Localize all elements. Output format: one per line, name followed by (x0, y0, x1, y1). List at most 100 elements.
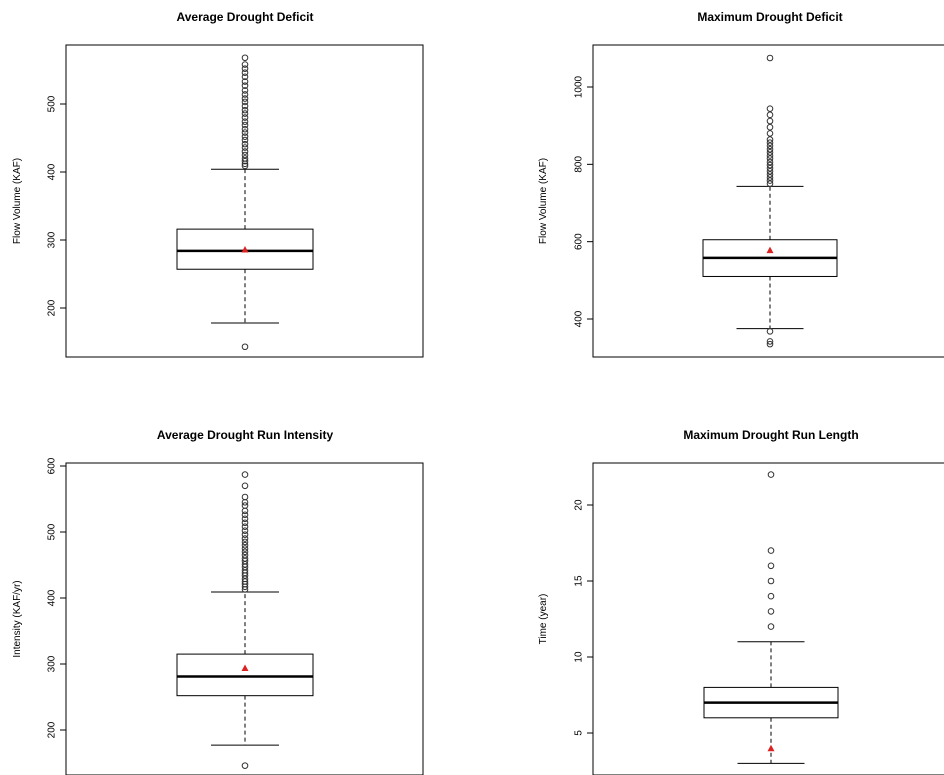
outlier-point (766, 130, 774, 137)
panel-2: Maximum Drought Deficit Flow Volume (KAF)… (538, 10, 944, 358)
outlier-point (241, 102, 249, 110)
outlier-point (766, 123, 774, 131)
outlier-point (241, 471, 249, 478)
y-axis-label: Flow Volume (KAF) (12, 158, 23, 244)
y-axis-label: Flow Volume (KAF) (538, 158, 549, 244)
outlier-point (241, 65, 249, 72)
outlier-point (241, 531, 249, 538)
outlier-point (766, 142, 774, 150)
outlier-point (766, 177, 774, 184)
y-tick-label: 5 (574, 730, 585, 736)
outlier-point (766, 155, 774, 162)
outlier-point (241, 95, 249, 102)
outlier-point (241, 499, 249, 506)
y-tick-label: 200 (47, 299, 58, 316)
mean-marker (767, 744, 775, 752)
outlier-point (241, 106, 249, 114)
y-axis-label: Intensity (KAF/yr) (12, 580, 23, 657)
panel-3: Average Drought Run Intensity Intensity (… (12, 428, 424, 775)
outlier-point (241, 54, 249, 62)
outlier-point (766, 105, 774, 112)
outlier-point (766, 139, 774, 146)
outlier-point (766, 167, 774, 175)
outlier-point (767, 577, 775, 585)
mean-marker (241, 246, 249, 253)
chart-title: Average Drought Run Intensity (157, 428, 334, 442)
outlier-point (241, 507, 249, 515)
outlier-point (241, 551, 249, 559)
plot-frame (592, 44, 944, 358)
mean-marker (766, 246, 774, 254)
chart-title: Maximum Drought Deficit (697, 10, 842, 24)
outlier-point (241, 91, 249, 98)
y-tick-label: 600 (574, 233, 585, 250)
chart-title: Maximum Drought Run Length (683, 428, 858, 442)
panel-4: Maximum Drought Run Length Time (year) 5 10… (538, 428, 944, 775)
y-tick-label: 600 (47, 457, 58, 474)
outlier-point (241, 110, 249, 117)
outlier-point (766, 340, 774, 348)
outlier-point (241, 482, 249, 490)
outlier-point (767, 547, 775, 554)
outlier-point (241, 136, 249, 144)
outlier-point (766, 328, 774, 335)
outlier-point (766, 111, 774, 119)
outlier-point (766, 54, 774, 62)
outlier-point (766, 180, 774, 187)
y-tick-label: 400 (47, 589, 58, 606)
outlier-point (241, 121, 249, 129)
y-tick-label: 400 (574, 310, 585, 327)
outlier-point (766, 171, 774, 178)
outlier-point (766, 136, 774, 143)
outlier-point (241, 151, 249, 159)
outlier-point (241, 511, 249, 519)
outlier-point (241, 73, 249, 81)
outlier-point (241, 78, 249, 85)
outlier-point (241, 538, 249, 546)
outlier-point (766, 117, 774, 125)
outlier-point (766, 174, 774, 181)
outlier-point (241, 541, 249, 549)
mean-marker (241, 664, 249, 671)
y-tick-label: 800 (574, 156, 585, 173)
outlier-point (241, 114, 249, 121)
outlier-point (767, 608, 775, 615)
outlier-point (241, 155, 249, 162)
outlier-point (241, 515, 249, 523)
outlier-point (241, 133, 249, 140)
outlier-point (241, 61, 249, 68)
outlier-point (766, 145, 774, 153)
outlier-point (766, 149, 774, 156)
plot-frame (592, 462, 944, 775)
y-tick-label: 200 (47, 721, 58, 738)
iqr-box (176, 653, 314, 697)
y-axis-label: Time (year) (538, 594, 549, 645)
outlier-point (241, 118, 249, 125)
outlier-point (241, 162, 249, 170)
outlier-point (766, 152, 774, 159)
outlier-point (766, 164, 774, 172)
outlier-point (241, 82, 249, 89)
panel-1: Average Drought Deficit Flow Volume (KAF)… (12, 10, 424, 358)
y-tick-label: 500 (47, 95, 58, 112)
outlier-point (241, 148, 249, 155)
outlier-point (766, 338, 774, 345)
chart-title: Average Drought Deficit (177, 10, 314, 24)
outlier-point (241, 519, 249, 527)
outlier-point (241, 129, 249, 136)
outlier-point (241, 523, 249, 531)
outlier-point (241, 125, 249, 133)
y-tick-label: 20 (574, 499, 585, 511)
y-tick-label: 10 (574, 651, 585, 663)
outlier-point (241, 502, 249, 509)
outlier-point (241, 535, 249, 542)
outlier-point (241, 69, 249, 77)
y-tick-label: 1000 (574, 75, 585, 98)
y-tick-label: 300 (47, 655, 58, 672)
y-tick-label: 300 (47, 231, 58, 248)
outlier-point (241, 548, 249, 556)
y-tick-label: 15 (574, 575, 585, 587)
outlier-point (241, 87, 249, 94)
outlier-point (241, 493, 249, 501)
